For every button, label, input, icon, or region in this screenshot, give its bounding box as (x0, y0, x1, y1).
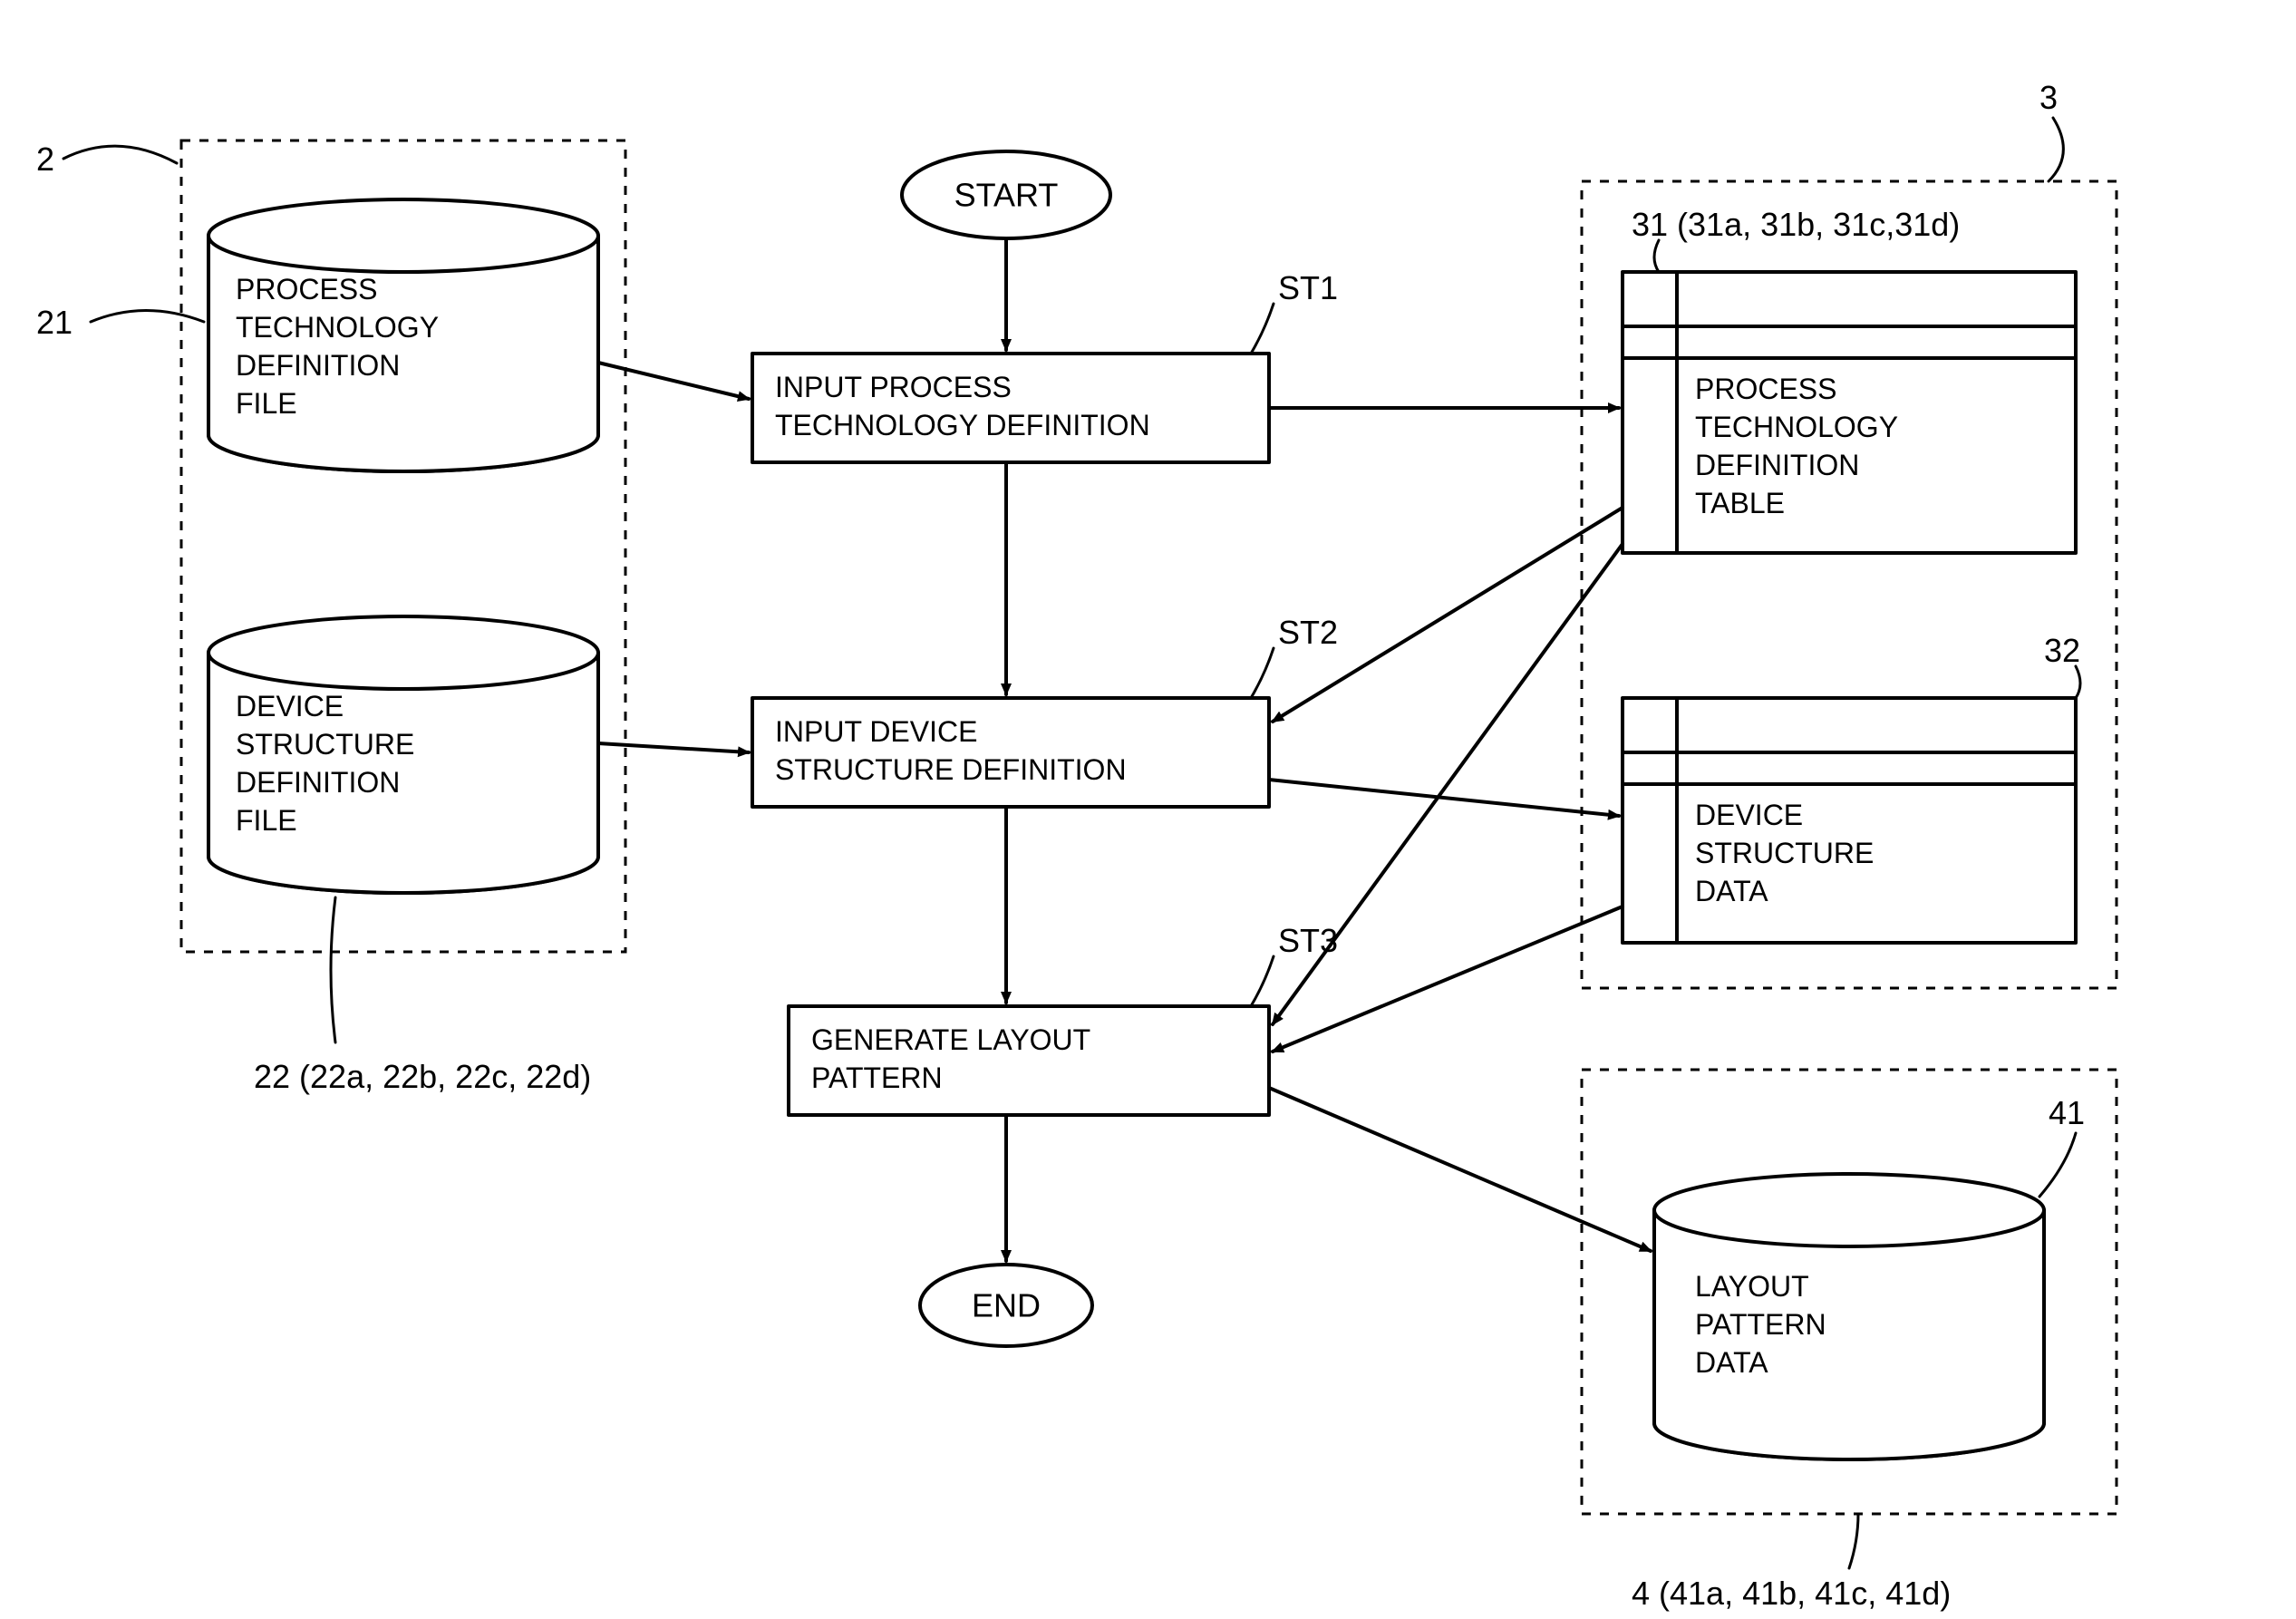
st2-line2: STRUCTURE DEFINITION (775, 753, 1127, 786)
c21-line4: FILE (236, 387, 297, 420)
t31-line2: TECHNOLOGY (1695, 411, 1898, 443)
c41-line3: DATA (1695, 1346, 1768, 1379)
arrow-c22-st2 (598, 743, 749, 752)
c22-line4: FILE (236, 804, 297, 837)
leader-line-st1 (1251, 304, 1274, 354)
st1-line2: TECHNOLOGY DEFINITION (775, 409, 1150, 441)
t32-line1: DEVICE (1695, 799, 1803, 831)
st3-line1: GENERATE LAYOUT (811, 1023, 1090, 1056)
leader-line-3 (2049, 118, 2063, 181)
leader-line-st3 (1251, 956, 1274, 1006)
arrow-c21-st1 (598, 363, 749, 399)
c21-line3: DEFINITION (236, 349, 400, 382)
leader-line-4 (1849, 1514, 1858, 1568)
t31-line3: DEFINITION (1695, 449, 1859, 481)
leader-line-21 (91, 311, 204, 323)
st2-line1: INPUT DEVICE (775, 715, 977, 748)
cylinder-process-tech-file: PROCESS TECHNOLOGY DEFINITION FILE (208, 199, 598, 471)
ref-label-41: 41 (2049, 1094, 2085, 1131)
leader-line-22 (331, 897, 335, 1042)
process-st1 (752, 354, 1269, 462)
st3-line2: PATTERN (811, 1062, 943, 1094)
c22-line3: DEFINITION (236, 766, 400, 799)
t31-line1: PROCESS (1695, 373, 1836, 405)
c21-line2: TECHNOLOGY (236, 311, 439, 344)
leader-line-41 (2039, 1133, 2076, 1197)
st1-line1: INPUT PROCESS (775, 371, 1012, 403)
terminal-start-label: START (954, 177, 1059, 214)
c41-line2: PATTERN (1695, 1308, 1826, 1341)
leader-line-32 (2076, 666, 2080, 698)
table-process-tech-def: PROCESS TECHNOLOGY DEFINITION TABLE (1623, 272, 2076, 553)
ref-label-st3: ST3 (1278, 922, 1338, 959)
c22-line1: DEVICE (236, 690, 344, 722)
arrow-st3-c41 (1269, 1088, 1651, 1251)
c22-line2: STRUCTURE (236, 728, 414, 761)
ref-label-2: 2 (36, 141, 54, 178)
t32-line2: STRUCTURE (1695, 837, 1874, 869)
ref-label-st1: ST1 (1278, 269, 1338, 306)
arrow-st2-t32 (1269, 780, 1619, 816)
c21-line1: PROCESS (236, 273, 377, 305)
c41-line1: LAYOUT (1695, 1270, 1809, 1303)
t32-line3: DATA (1695, 875, 1768, 907)
cylinder-device-structure-file: DEVICE STRUCTURE DEFINITION FILE (208, 616, 598, 893)
ref-label-st2: ST2 (1278, 614, 1338, 651)
leader-line-st2 (1251, 648, 1274, 698)
ref-label-22: 22 (22a, 22b, 22c, 22d) (254, 1058, 591, 1095)
table-device-structure-data: DEVICE STRUCTURE DATA (1623, 698, 2076, 943)
ref-label-4: 4 (41a, 41b, 41c, 41d) (1632, 1575, 1951, 1612)
ref-label-3: 3 (2039, 79, 2058, 116)
leader-line-31 (1654, 240, 1659, 272)
ref-label-31: 31 (31a, 31b, 31c,31d) (1632, 206, 1960, 243)
ref-label-21: 21 (36, 304, 73, 341)
cylinder-layout-pattern-data: LAYOUT PATTERN DATA (1654, 1174, 2044, 1459)
t31-line4: TABLE (1695, 487, 1785, 519)
leader-line-2 (63, 146, 177, 163)
ref-label-32: 32 (2044, 632, 2080, 669)
terminal-end-label: END (972, 1287, 1041, 1324)
process-st2 (752, 698, 1269, 807)
process-st3 (789, 1006, 1269, 1115)
flowchart-diagram: 2 PROCESS TECHNOLOGY DEFINITION FILE 21 … (0, 0, 2296, 1619)
